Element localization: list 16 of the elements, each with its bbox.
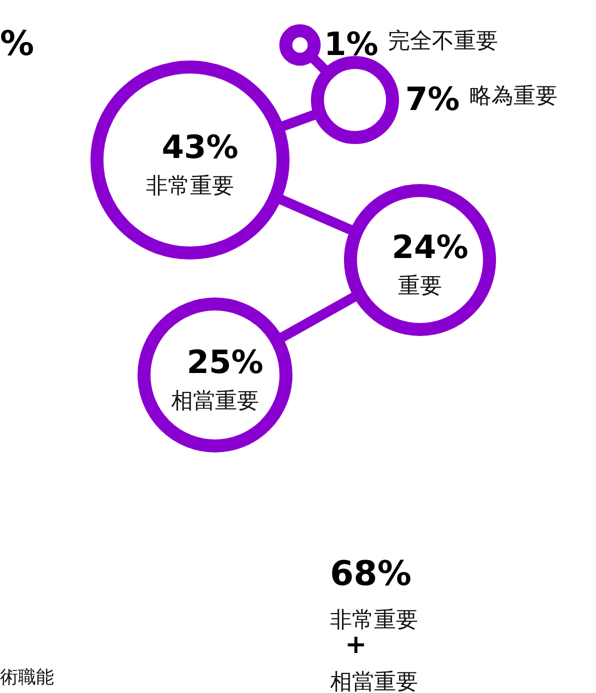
text: 68%: [330, 554, 412, 594]
text: %: [0, 24, 34, 64]
data-label: 43%: [162, 128, 238, 166]
category-label: 相當重要: [171, 389, 259, 414]
category-label: 完全不重要: [388, 29, 498, 54]
text: 術職能: [0, 667, 54, 688]
text: 非常重要: [330, 608, 418, 633]
category-label: 略為重要: [469, 84, 558, 109]
data-label: 25%: [186, 343, 264, 381]
category-label: 重要: [398, 274, 442, 299]
data-label: 7%: [405, 80, 460, 118]
data-label: 1%: [324, 25, 378, 63]
text: 相當重要: [330, 670, 418, 693]
category-label: 非常重要: [146, 174, 234, 199]
data-label: 24%: [392, 228, 468, 266]
text: +: [345, 630, 367, 660]
